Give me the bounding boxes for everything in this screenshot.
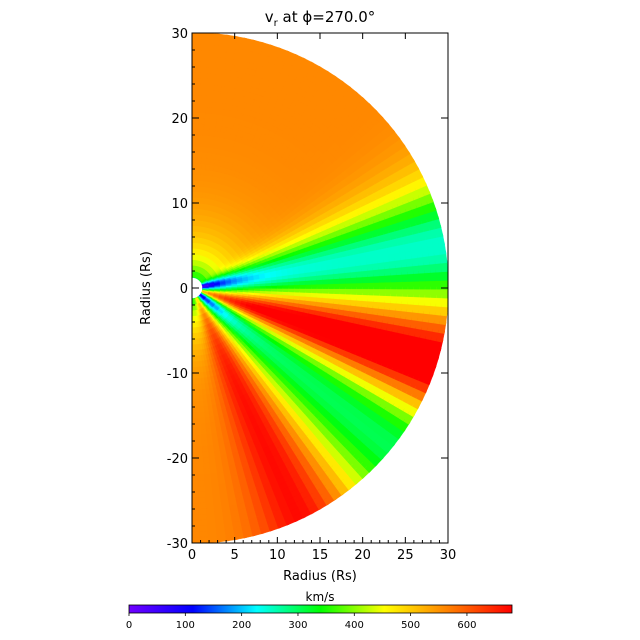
- field-cell: [192, 225, 195, 232]
- colorbar-tick-label: 200: [232, 620, 251, 631]
- y-tick-label: -10: [167, 367, 188, 382]
- colorbar-tick-label: 300: [288, 620, 307, 631]
- colorbar-label: km/s: [306, 590, 335, 604]
- velocity-field: [192, 33, 448, 543]
- x-tick-label: 25: [397, 548, 414, 563]
- x-tick-label: 10: [269, 548, 286, 563]
- y-tick-label: 0: [180, 282, 188, 297]
- x-tick-label: 20: [354, 548, 371, 563]
- x-tick-label: 0: [188, 548, 196, 563]
- field-cell: [192, 202, 196, 209]
- y-tick-label: 30: [171, 27, 188, 42]
- colorbar-tick-label: 600: [457, 620, 476, 631]
- y-tick-label: 10: [171, 197, 188, 212]
- y-tick-label: -30: [167, 537, 188, 552]
- x-axis-label: Radius (Rs): [283, 569, 357, 584]
- field-cell: [192, 208, 196, 215]
- colorbar: [128, 604, 513, 614]
- colorbar-ticks: 0 100 200 300 400 500 600: [126, 613, 476, 631]
- y-axis-label: Radius (Rs): [139, 251, 154, 325]
- chart-title: vr at ϕ=270.0°: [265, 8, 376, 29]
- colorbar-tick-label: 0: [126, 620, 132, 631]
- x-tick-label: 15: [312, 548, 329, 563]
- colorbar-tick-label: 400: [345, 620, 364, 631]
- x-tick-label: 30: [440, 548, 457, 563]
- y-tick-label: -20: [167, 452, 188, 467]
- y-tick-label: 20: [171, 112, 188, 127]
- colorbar-tick-label: 100: [176, 620, 195, 631]
- field-cell: [192, 219, 195, 226]
- x-tick-label: 5: [231, 548, 239, 563]
- colorbar-tick-label: 500: [401, 620, 420, 631]
